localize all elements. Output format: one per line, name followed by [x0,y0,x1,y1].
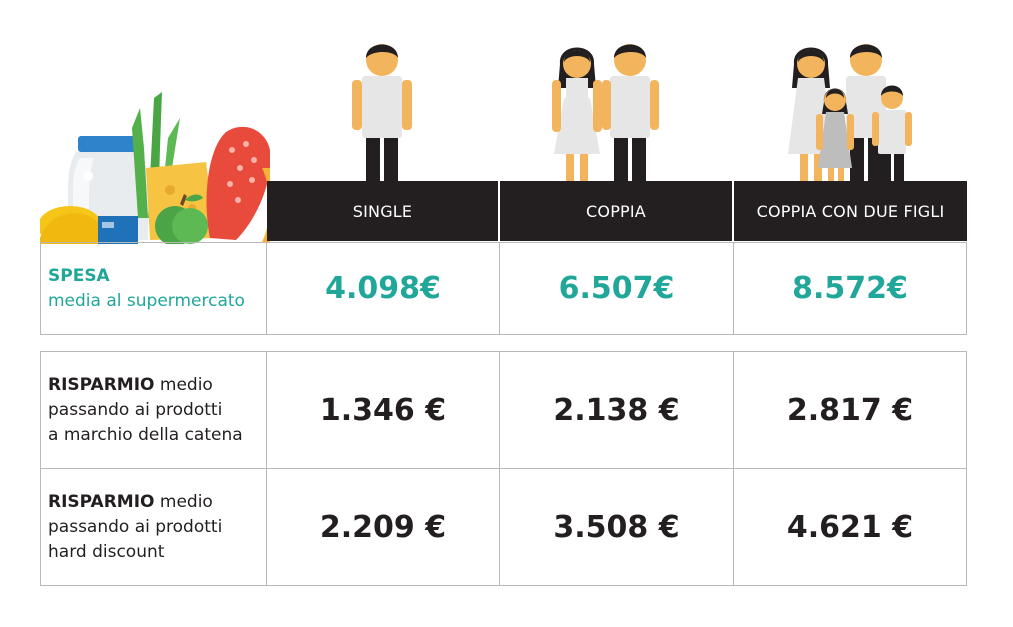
risparmio-marchio-coppia-value: 2.138 € [553,392,680,428]
row-label-bold: SPESA [48,265,110,286]
risparmio-marchio-famiglia-value: 2.817 € [786,392,914,428]
table-cell: 2.209 € [266,468,500,586]
table-cell: 3.508 € [499,468,734,586]
table-cell: 1.346 € [266,351,500,469]
row-label-spesa: SPESA media al supermercato [40,242,267,335]
column-header-label: COPPIA CON DUE FIGLI [756,201,945,221]
family-icon [788,44,912,182]
risparmio-discount-famiglia-value: 4.621 € [786,509,914,545]
row-label-risparmio-marchio: RISPARMIO medio passando ai prodotti a m… [40,351,267,469]
spesa-famiglia-value: 8.572€ [792,271,908,306]
table-cell: 6.507€ [499,242,734,335]
row-label-risparmio-discount: RISPARMIO medio passando ai prodotti har… [40,468,267,586]
table-cell: 4.621 € [733,468,967,586]
table-cell: 4.098€ [266,242,500,335]
row-label-line3: a marchio della catena [48,424,243,445]
row-label-line2: passando ai prodotti [48,399,223,420]
spesa-coppia-value: 6.507€ [558,271,675,306]
column-header-single: SINGLE [267,181,498,241]
risparmio-discount-coppia-value: 3.508 € [553,509,680,545]
column-header-label: COPPIA [586,201,646,221]
risparmio-marchio-single-value: 1.346 € [319,392,447,428]
risparmio-discount-single-value: 2.209 € [319,509,447,545]
column-header-coppia-con-due-figli: COPPIA CON DUE FIGLI [734,181,967,241]
row-label-rest: media al supermercato [48,290,245,311]
table-cell: 2.817 € [733,351,967,469]
column-header-label: SINGLE [352,201,413,221]
couple-icon [552,44,659,182]
row-label-rest: medio [154,374,213,395]
row-label-bold: RISPARMIO [48,374,155,395]
groceries-illustration [40,92,270,244]
spesa-single-value: 4.098€ [325,271,441,306]
row-label-line3: hard discount [48,541,165,562]
column-header-coppia: COPPIA [500,181,732,241]
table-cell: 8.572€ [733,242,967,335]
single-person-icon [352,44,412,182]
row-label-line2: passando ai prodotti [48,516,223,537]
row-label-rest: medio [154,491,213,512]
table-cell: 2.138 € [499,351,734,469]
row-label-bold: RISPARMIO [48,491,155,512]
